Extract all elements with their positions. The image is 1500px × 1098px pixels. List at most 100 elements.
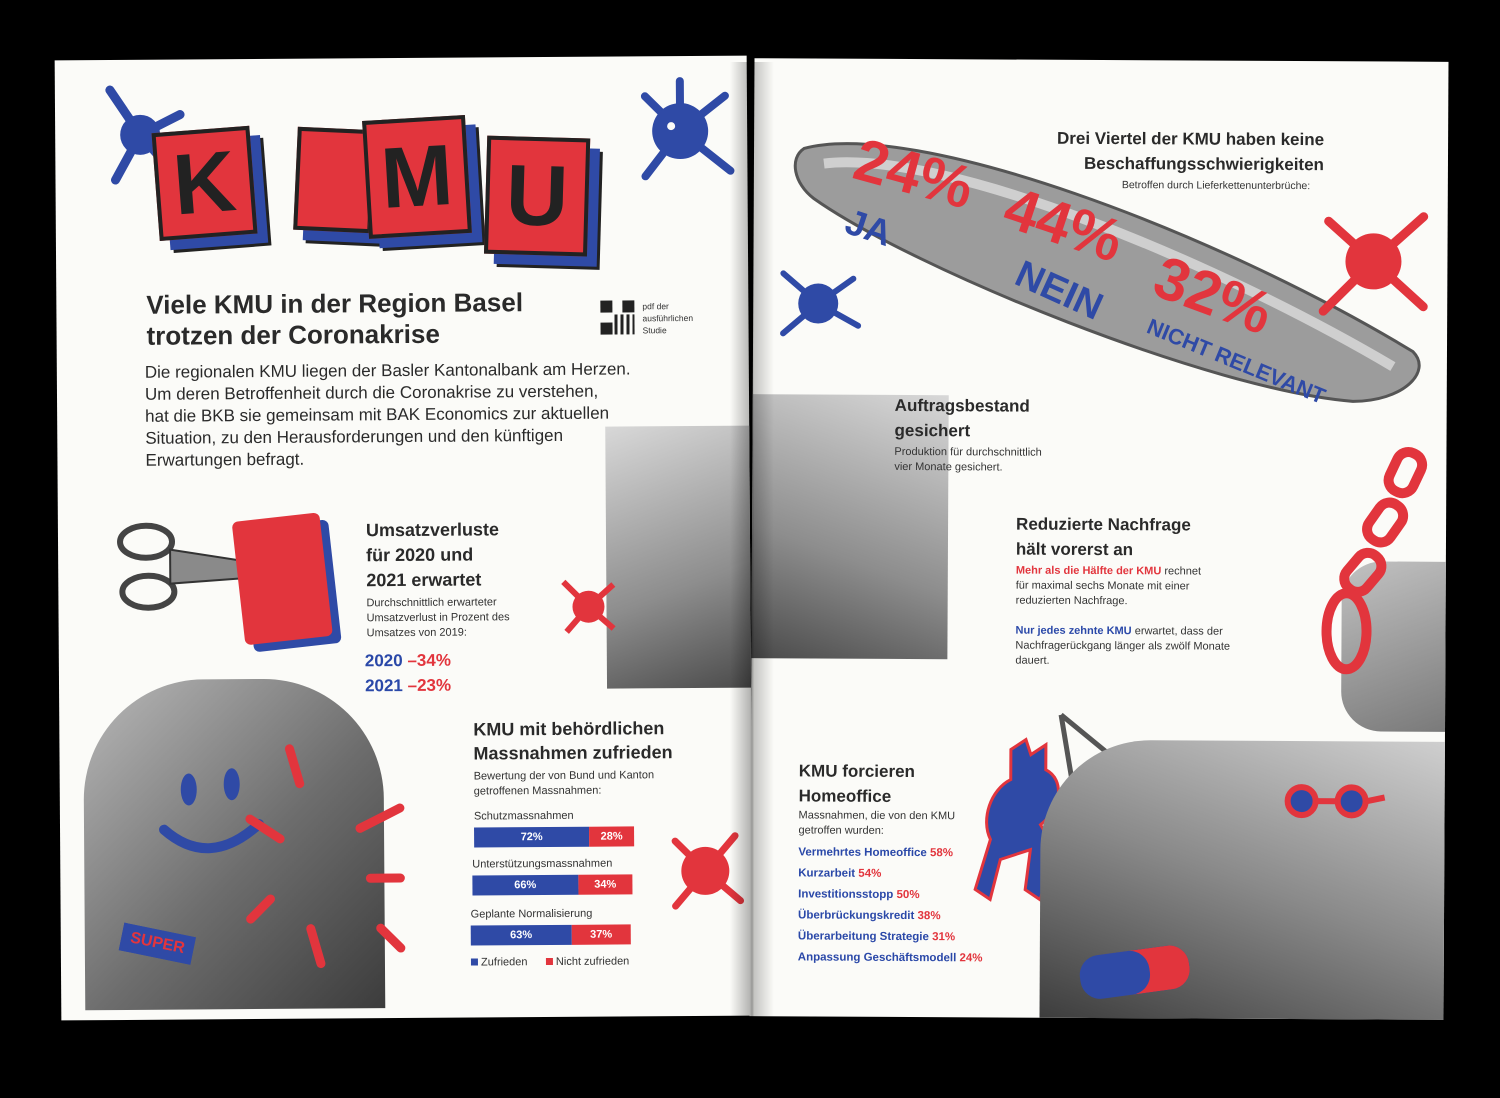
legend-swatch-zufrieden [470,958,478,966]
massnahmen-title-line: Massnahmen zufrieden [473,742,673,764]
bar-segment-zufrieden: 72% [474,826,590,848]
list-item: Kurzarbeit 54% [798,867,882,880]
bar-segment-zufrieden: 66% [472,874,579,896]
massnahmen-row-label: Unterstützungsmassnahmen [472,857,613,871]
kmu-letter-k: K [151,125,258,241]
massnahmen-row-label: Schutzmassnahmen [473,809,574,823]
chain-icon [1321,447,1428,675]
nachfrage-title: Reduzierte Nachfrage hält vorerst an [1016,512,1191,563]
massnahmen-row-label: Geplante Normalisierung [470,907,593,921]
kmu-letter-m: M [362,114,472,239]
massnahmen-desc-line: getroffenen Massnahmen: [473,784,602,798]
nachfrage-text: reduzierten Nachfrage. [1015,594,1128,608]
smiley-icon [159,768,264,854]
auftrag-desc-line: vier Monate gesichert. [894,460,1003,474]
homeoffice-desc-line: getroffen wurden: [798,824,884,837]
supply-title: Drei Viertel der KMU haben keine Beschaf… [1024,126,1324,178]
zeppelin-chart [793,142,1421,403]
kmu-letter-u: U [483,135,591,257]
umsatz-desc-line: Durchschnittlich erwarteter [366,596,497,610]
super-badge: SUPER [118,922,197,965]
nachfrage-highlight-1: Mehr als die Hälfte der KMU [1015,564,1162,578]
qr-note-line-3: Studie [642,325,667,336]
umsatz-title-line: für 2020 und [366,544,474,566]
nachfrage-text: Nachfragerückgang länger als zwölf Monat… [1015,639,1231,653]
intro-line: Situation, zu den Herausforderungen und … [145,425,564,448]
supply-subtitle: Betroffen durch Lieferkettenunterbrüche: [1121,179,1311,193]
book-gutter [730,62,774,1017]
umsatz-desc-line: Umsatzes von 2019: [366,626,467,640]
list-item: Investitionsstopp 50% [798,888,920,902]
supply-title-line: Beschaffungsschwierigkeiten [1083,153,1325,175]
massnahmen-title-line: KMU mit behördlichen [473,718,665,740]
list-item: Überarbeitung Strategie 31% [797,930,956,944]
intro-line: Erwartungen befragt. [145,449,305,470]
nachfrage-text: für maximal sechs Monate mit einer [1015,579,1190,593]
homeoffice-title-line: KMU forcieren [798,761,916,782]
umsatz-row-2020: 2020 –34% [364,650,451,671]
right-page: 24% 44% 32% JA NEIN NICHT RELEVANT Drei … [749,58,1449,1020]
legend-swatch-nicht-zufrieden [545,957,553,966]
bar-segment-nicht-zufrieden: 34% [577,874,633,895]
photo-typewriter-woman [1039,739,1445,1020]
virus-icon-blue-topleft [105,85,185,185]
qr-note: pdf der ausführlichen Studie [642,300,693,336]
headline: Viele KMU in der Region Basel trotzen de… [146,287,523,352]
legend-label-nicht-zufrieden: Nicht zufrieden [555,955,630,968]
auftrag-desc: Produktion für durchschnittlich vier Mon… [894,445,1042,476]
nachfrage-text: erwartet, dass der [1134,625,1223,638]
homeoffice-desc-line: Massnahmen, die von den KMU [798,809,956,823]
cat-icon [973,737,1060,903]
photo-man-thumbs-up: SUPER [82,678,386,1011]
kmu-logo: K M U [55,56,747,257]
umsatz-desc-line: Umsatzverlust in Prozent des [366,611,510,625]
chart-legend: Zufrieden Nicht zufrieden [470,954,630,970]
massnahmen-chart: Schutzmassnahmen 72% 28% Unterstützungsm… [470,808,635,979]
umsatz-title: Umsatzverluste für 2020 und 2021 erwarte… [366,517,500,593]
qr-code[interactable] [600,300,635,335]
intro-paragraph: Die regionalen KMU liegen der Basler Kan… [145,358,631,471]
virus-icon-blue-top [640,77,735,181]
banknotes-icon [231,512,333,646]
massnahmen-title: KMU mit behördlichen Massnahmen zufriede… [473,716,672,765]
nachfrage-text: rechnet [1164,565,1202,578]
headline-line-2: trotzen der Coronakrise [146,318,440,351]
umsatz-title-line: Umsatzverluste [365,519,500,541]
list-item: Anpassung Geschäftsmodell 24% [797,951,983,965]
umsatz-row-2021: 2021 –23% [364,675,452,696]
massnahmen-desc: Bewertung der von Bund und Kanton getrof… [474,768,655,799]
homeoffice-list: Vermehrtes Homeoffice 58% Kurzarbeit 54%… [798,842,983,969]
nachfrage-highlight-2: Nur jedes zehnte KMU [1015,624,1132,638]
auftrag-desc-line: Produktion für durchschnittlich [894,445,1042,459]
glasses-icon [1284,784,1386,819]
virus-icon-red-right [1318,212,1429,316]
massnahmen-bar: 66% 34% [472,874,633,896]
virus-icon-red-mid [561,579,616,634]
bar-segment-nicht-zufrieden: 28% [589,826,635,847]
qr-note-line-2: ausführlichen [642,312,694,324]
auftrag-title-line: gesichert [894,420,971,441]
list-item: Überbrückungskredit 38% [797,909,941,923]
virus-icon-red-bottom [671,832,745,910]
nachfrage-title-line: Reduzierte Nachfrage [1016,514,1191,535]
nachfrage-text: dauert. [1015,654,1050,667]
massnahmen-bar: 72% 28% [474,826,635,848]
bar-segment-nicht-zufrieden: 37% [571,924,631,945]
supply-title-line: Drei Viertel der KMU haben keine [1056,128,1325,150]
massnahmen-desc-line: Bewertung der von Bund und Kanton [473,769,655,783]
virus-icon-blue-right [780,270,862,337]
massnahmen-bar: 63% 37% [470,924,631,946]
nachfrage-paragraph-1: Mehr als die Hälfte der KMU rechnet für … [1016,564,1201,610]
nachfrage-paragraph-2: Nur jedes zehnte KMU erwartet, dass der … [1015,624,1230,670]
headline-line-1: Viele KMU in der Region Basel [146,287,524,320]
sparkle-strokes-red [245,744,406,969]
umsatz-title-line: 2021 erwartet [366,569,482,591]
homeoffice-title-line: Homeoffice [798,786,892,806]
nachfrage-title-line: hält vorerst an [1015,539,1134,560]
auftrag-title: Auftragsbestand gesichert [895,393,1030,444]
list-item: Vermehrtes Homeoffice 58% [798,846,954,860]
umsatz-values: 2020 –34% 2021 –23% [365,648,451,699]
umsatz-desc: Durchschnittlich erwarteter Umsatzverlus… [366,595,509,641]
legend-label-zufrieden: Zufrieden [480,956,528,969]
auftrag-title-line: Auftragsbestand [894,395,1030,416]
